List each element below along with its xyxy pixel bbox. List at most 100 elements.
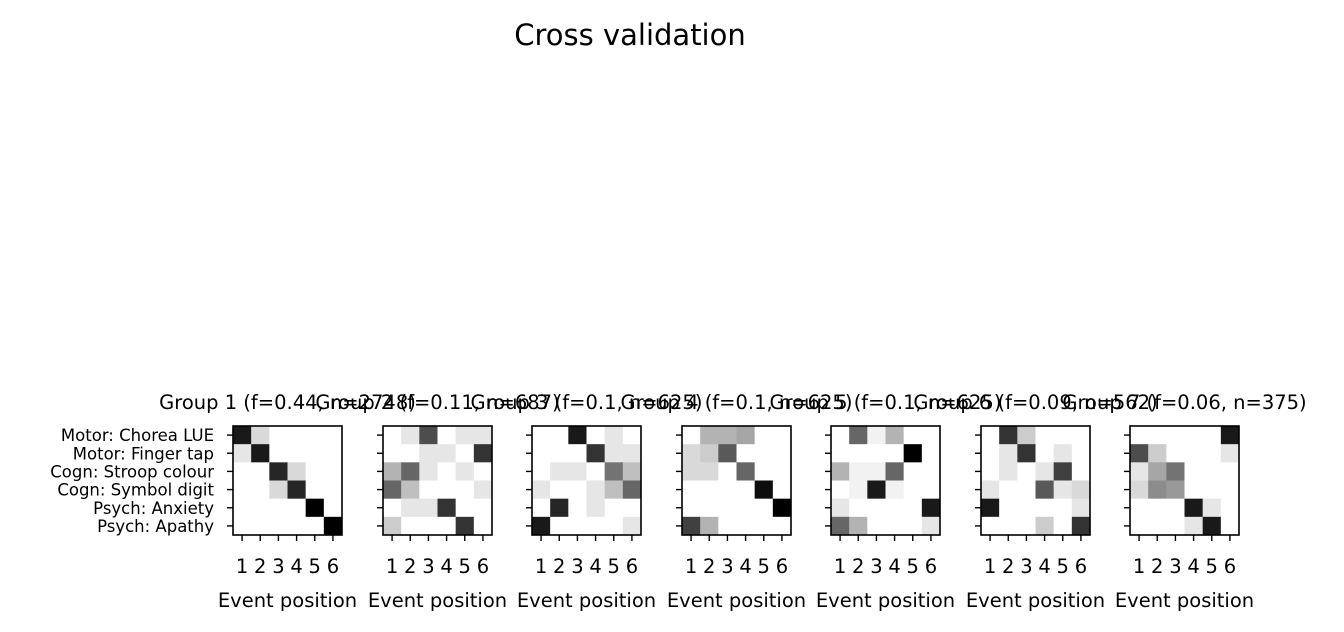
heatmap-cell (401, 516, 420, 536)
heatmap-cell (251, 444, 270, 463)
heatmap-cell (831, 498, 850, 518)
heatmap-cell (1071, 426, 1091, 445)
heatmap-cell (1130, 480, 1149, 499)
heatmap-cell (622, 462, 642, 481)
heatmap-cell (586, 426, 605, 445)
heatmap-cell (550, 498, 569, 518)
heatmap-cell (1202, 516, 1222, 536)
heatmap-cell (1166, 498, 1185, 518)
heatmap-cell (921, 498, 941, 518)
panel-title: Group 1 (f=0.44, n=2748) (159, 391, 416, 414)
heatmap-cell (604, 480, 624, 499)
x-tick-label: 2 (1151, 555, 1163, 578)
x-axis-label: Event position (517, 589, 656, 612)
heatmap-cell (604, 444, 624, 463)
heatmap-cell (437, 480, 456, 499)
heatmap-cell (1166, 426, 1185, 445)
heatmap-cell (233, 444, 252, 463)
heatmap-cell (305, 516, 325, 536)
heatmap-cell (736, 516, 755, 536)
heatmap-cell (718, 480, 737, 499)
heatmap-cell (1148, 444, 1167, 463)
heatmap-cell (1035, 462, 1054, 481)
heatmap-cell (455, 516, 475, 536)
heatmap-cell (568, 426, 587, 445)
heatmap-cell (622, 516, 642, 536)
heatmap-cell (981, 444, 1000, 463)
x-tick-label: 2 (703, 555, 715, 578)
heatmap-cell (700, 444, 719, 463)
heatmap-cell (1166, 444, 1185, 463)
heatmap-cell (885, 462, 904, 481)
heatmap-cell (682, 498, 701, 518)
heatmap-cell (586, 516, 605, 536)
heatmap-cell (1017, 462, 1036, 481)
heatmap-cell (401, 426, 420, 445)
heatmap-cell (251, 516, 270, 536)
heatmap-cell (1184, 444, 1203, 463)
heatmap-cell (287, 498, 306, 518)
heatmap-cell (1166, 480, 1185, 499)
heatmap-cell (1017, 480, 1036, 499)
panel-frame (232, 425, 343, 536)
heatmap-cell (999, 516, 1018, 536)
heatmap-cell (419, 498, 438, 518)
heatmap-cell (700, 498, 719, 518)
heatmap-cell (1035, 480, 1054, 499)
heatmap-cell (1202, 426, 1222, 445)
x-tick-label: 5 (907, 555, 919, 578)
heatmap-cell (1035, 498, 1054, 518)
heatmap-cell (849, 480, 868, 499)
heatmap-cell (772, 480, 792, 499)
y-tick-label: Cogn: Stroop colour (50, 462, 214, 481)
heatmap-cell (831, 516, 850, 536)
heatmap-cell (1220, 480, 1240, 499)
heatmap-cell (1184, 462, 1203, 481)
heatmap-cell (981, 462, 1000, 481)
x-tick-label: 3 (272, 555, 284, 578)
x-tick-label: 4 (1187, 555, 1199, 578)
heatmap-cell (323, 480, 343, 499)
heatmap-cell (1130, 426, 1149, 445)
heatmap-cell (383, 480, 402, 499)
heatmap-cell (1184, 426, 1203, 445)
heatmap-cell (1053, 498, 1073, 518)
x-tick-label: 3 (1169, 555, 1181, 578)
heatmap-cell (754, 516, 774, 536)
heatmap-cell (1148, 426, 1167, 445)
heatmap-cell (682, 480, 701, 499)
x-axis-label: Event position (966, 589, 1105, 612)
heatmap-cell (849, 516, 868, 536)
heatmap-cell (921, 426, 941, 445)
heatmap-cell (885, 516, 904, 536)
heatmap-cell (1071, 516, 1091, 536)
heatmap-cell (1184, 480, 1203, 499)
heatmap-cell (251, 462, 270, 481)
heatmap-cell (473, 462, 493, 481)
x-tick-label: 1 (984, 555, 996, 578)
heatmap-cell (903, 480, 923, 499)
y-tick-label: Motor: Chorea LUE (61, 426, 214, 445)
heatmap-cell (849, 462, 868, 481)
heatmap-cell (305, 426, 325, 445)
heatmap-cell (1053, 516, 1073, 536)
heatmap-cell (251, 498, 270, 518)
panel-title: Group 5 (f=0.1, n=625) (770, 391, 1002, 414)
x-tick-label: 1 (834, 555, 846, 578)
heatmap-cell (305, 498, 325, 518)
heatmap-cell (1148, 498, 1167, 518)
x-tick-label: 6 (327, 555, 339, 578)
heatmap-cell (981, 498, 1000, 518)
heatmap-cell (999, 498, 1018, 518)
y-tick-label: Cogn: Symbol digit (57, 481, 214, 500)
heatmap-cell (718, 444, 737, 463)
heatmap-cell (233, 498, 252, 518)
heatmap-cell (532, 444, 551, 463)
heatmap-cell (455, 480, 475, 499)
heatmap-cell (323, 516, 343, 536)
heatmap-cell (1130, 444, 1149, 463)
